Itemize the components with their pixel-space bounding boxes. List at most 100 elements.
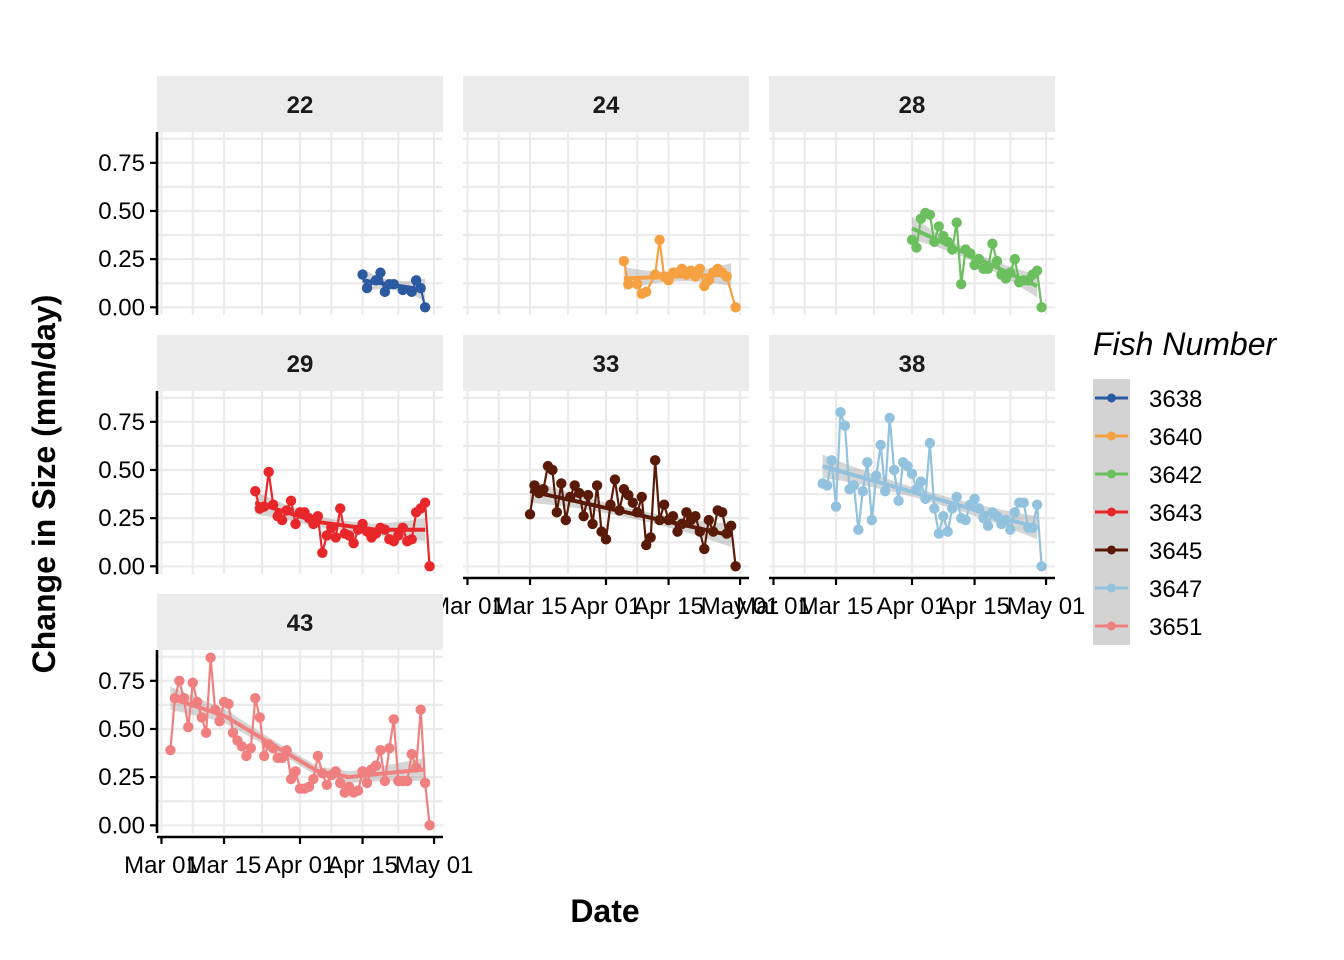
legend-label: 3640	[1149, 424, 1202, 451]
data-point	[645, 532, 656, 543]
data-point	[933, 221, 945, 232]
y-tick-label: 0.00	[98, 553, 145, 580]
data-point	[969, 493, 980, 505]
legend-key-point	[1107, 621, 1116, 631]
facet-strip-label: 43	[287, 610, 314, 637]
data-point	[600, 534, 612, 545]
data-point	[906, 468, 918, 480]
data-point	[276, 752, 288, 764]
trend-line	[362, 278, 426, 292]
facet-strip-label: 28	[899, 92, 926, 119]
data-point	[321, 779, 333, 791]
facet-strip	[157, 594, 443, 650]
data-point	[276, 514, 288, 526]
data-point	[951, 491, 962, 503]
data-point	[393, 530, 404, 541]
data-point	[667, 511, 679, 522]
data-point	[623, 489, 634, 501]
data-point	[641, 286, 652, 298]
data-point	[991, 255, 1003, 267]
trend-line	[822, 464, 1038, 530]
data-point	[915, 476, 927, 487]
facet-strip	[769, 335, 1055, 391]
x-axis-title: Date	[570, 893, 639, 929]
data-point	[290, 766, 301, 777]
data-point	[578, 511, 589, 522]
legend-key-point	[1107, 469, 1116, 479]
data-point	[681, 507, 692, 518]
data-point	[415, 704, 426, 715]
x-tick-label: Apr 01	[265, 852, 336, 879]
data-point	[591, 480, 603, 491]
data-point	[1031, 499, 1043, 510]
legend-label: 3647	[1149, 576, 1202, 603]
data-point	[623, 278, 634, 290]
data-point	[879, 485, 891, 497]
data-point	[375, 744, 386, 756]
data-point	[955, 278, 967, 290]
data-point	[866, 514, 877, 526]
data-point	[547, 464, 558, 476]
facet-strip	[157, 76, 443, 132]
legend-item: 3647	[1093, 569, 1202, 607]
data-point	[587, 518, 598, 530]
x-tick-label: Apr 15	[327, 852, 398, 879]
data-point	[911, 242, 922, 253]
x-tick-label: May 01	[701, 593, 780, 620]
data-point	[551, 507, 563, 518]
data-point	[835, 406, 846, 418]
facet-panel: 29 0.00 0.25 0.50 0.75	[98, 335, 443, 580]
y-tick-label: 0.25	[98, 246, 145, 273]
facet-panels: 22 0.00 0.25 0.50 0.75 24 28 29 0.00 0.25 0.50 0.75…	[98, 76, 1085, 879]
data-point	[862, 457, 873, 468]
trend-line	[623, 272, 732, 281]
data-point	[312, 511, 324, 522]
x-tick-label: Mar 01	[736, 593, 811, 620]
data-point	[384, 743, 395, 754]
data-point	[165, 744, 176, 756]
data-point	[250, 485, 261, 497]
legend-key-point	[1107, 507, 1116, 517]
data-point	[187, 677, 198, 688]
facet-strip-label: 29	[287, 351, 314, 378]
data-point	[352, 785, 364, 796]
data-point	[343, 530, 355, 541]
data-point	[317, 547, 328, 559]
x-tick-label: Mar 15	[187, 852, 262, 879]
legend-item: 3638	[1093, 379, 1202, 417]
data-point	[388, 714, 400, 725]
x-tick-label: May 01	[1007, 593, 1086, 620]
facet-strip-label: 33	[593, 351, 620, 378]
data-point	[821, 480, 833, 491]
data-point	[1018, 497, 1029, 508]
x-tick-label: Mar 15	[493, 593, 568, 620]
data-point	[1036, 302, 1047, 313]
data-point	[618, 255, 630, 267]
data-point	[245, 743, 257, 754]
data-point	[875, 439, 886, 451]
data-point	[1009, 507, 1020, 518]
x-tick-label: Apr 01	[877, 593, 948, 620]
data-point	[214, 716, 225, 727]
legend-key-point	[1107, 393, 1116, 403]
data-point	[241, 750, 252, 762]
data-point	[938, 511, 949, 522]
y-tick-label: 0.00	[98, 294, 145, 321]
data-point	[556, 478, 567, 489]
data-point	[1005, 524, 1016, 535]
data-point	[375, 267, 386, 278]
y-tick-label: 0.25	[98, 505, 145, 532]
data-point	[730, 302, 741, 313]
x-tick-label: Apr 01	[571, 593, 642, 620]
data-point	[370, 760, 382, 771]
data-point	[1036, 561, 1047, 572]
y-tick-label: 0.50	[98, 198, 145, 225]
data-point	[259, 750, 270, 762]
data-point	[361, 282, 373, 294]
data-point	[672, 526, 683, 537]
legend-key-point	[1107, 583, 1116, 593]
data-point	[312, 750, 324, 762]
data-point	[725, 520, 737, 532]
